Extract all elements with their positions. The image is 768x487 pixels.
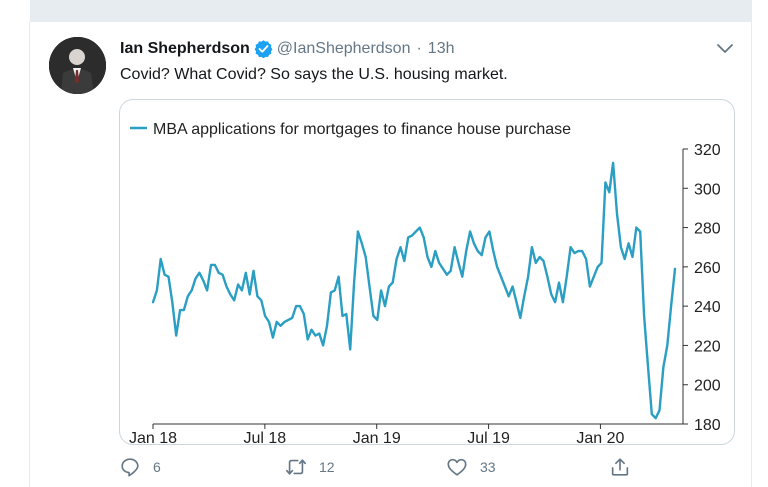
y-tick-label: 240 <box>694 299 721 316</box>
x-tick-label: Jan 18 <box>129 430 177 444</box>
share-icon <box>611 458 629 476</box>
y-tick-label: 260 <box>694 260 721 277</box>
retweet-button[interactable]: 12 <box>285 456 335 478</box>
reply-button[interactable]: 6 <box>119 456 161 478</box>
y-tick-label: 180 <box>694 417 721 434</box>
avatar-image <box>49 37 106 94</box>
y-tick-label: 200 <box>694 378 721 395</box>
chevron-down-icon[interactable] <box>716 42 734 56</box>
tweet-actions: 6 12 33 <box>119 456 639 482</box>
timeline-left-border <box>29 22 30 487</box>
reply-count: 6 <box>153 459 161 475</box>
author-name[interactable]: Ian Shepherdson <box>120 39 250 57</box>
tweet-header: Ian Shepherdson @IanShepherdson · 13h <box>120 39 455 59</box>
x-tick-label: Jan 20 <box>576 430 624 444</box>
x-tick-label: Jan 19 <box>353 430 401 444</box>
series-line <box>151 161 677 420</box>
retweet-count: 12 <box>319 459 335 475</box>
like-count: 33 <box>480 459 496 475</box>
y-tick-label: 320 <box>694 142 721 159</box>
reply-icon <box>121 458 139 477</box>
x-tick-label: Jul 18 <box>244 430 287 444</box>
avatar[interactable] <box>49 37 106 94</box>
chart-svg: MBA applications for mortgages to financ… <box>129 121 721 444</box>
author-handle[interactable]: @IanShepherdson <box>276 39 411 57</box>
share-button[interactable] <box>609 456 643 478</box>
tweet-media-chart[interactable]: MBA applications for mortgages to financ… <box>119 99 735 445</box>
y-tick-label: 220 <box>694 338 721 355</box>
like-button[interactable]: 33 <box>446 456 496 478</box>
tweet-text: Covid? What Covid? So says the U.S. hous… <box>120 66 508 83</box>
verified-badge-icon <box>254 39 273 59</box>
separator-dot: · <box>416 39 422 57</box>
y-tick-label: 280 <box>694 221 721 238</box>
heart-icon <box>447 458 467 476</box>
retweet-icon <box>286 459 306 475</box>
x-tick-label: Jul 19 <box>467 430 510 444</box>
tweet-timestamp[interactable]: 13h <box>427 39 455 57</box>
chart-title: MBA applications for mortgages to financ… <box>153 121 571 138</box>
y-tick-label: 300 <box>694 181 721 198</box>
timeline-right-border <box>751 22 752 487</box>
timeline-top-divider <box>30 0 752 22</box>
